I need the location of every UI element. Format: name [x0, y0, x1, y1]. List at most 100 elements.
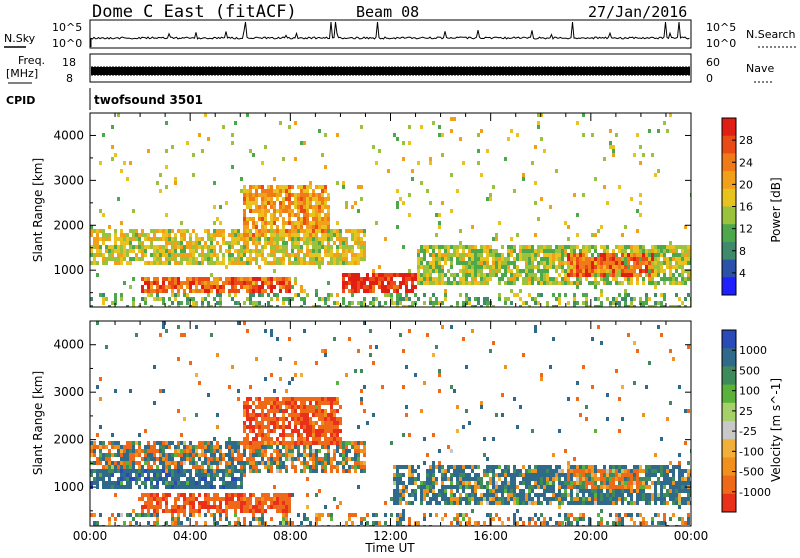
heatmap-cell [429, 277, 432, 281]
heatmap-cell [291, 253, 294, 257]
heatmap-cell [165, 229, 168, 233]
heatmap-cell [225, 265, 228, 269]
heatmap-cell [231, 449, 234, 453]
heatmap-cell [246, 233, 249, 237]
heatmap-cell [456, 429, 459, 433]
heatmap-cell [270, 517, 273, 521]
heatmap-cell [564, 245, 567, 249]
heatmap-cell [243, 321, 246, 325]
heatmap-cell [333, 449, 336, 453]
heatmap-cell [120, 261, 123, 265]
heatmap-cell [324, 469, 327, 473]
heatmap-cell [549, 465, 552, 469]
heatmap-cell [345, 373, 348, 377]
heatmap-cell [540, 485, 543, 489]
heatmap-cell [309, 417, 312, 421]
heatmap-cell [231, 237, 234, 241]
heatmap-cell [507, 297, 510, 301]
heatmap-cell [270, 285, 273, 289]
heatmap-cell [138, 477, 141, 481]
heatmap-cell [351, 281, 354, 285]
heatmap-cell [435, 497, 438, 501]
heatmap-cell [549, 245, 552, 249]
heatmap-cell [207, 509, 210, 513]
heatmap-cell [168, 481, 171, 485]
heatmap-cell [351, 245, 354, 249]
heatmap-cell [237, 249, 240, 253]
heatmap-cell [633, 249, 636, 253]
heatmap-cell [204, 469, 207, 473]
heatmap-cell [462, 477, 465, 481]
heatmap-cell [150, 501, 153, 505]
heatmap-cell [315, 253, 318, 257]
heatmap-cell [432, 301, 435, 305]
heatmap-cell [456, 465, 459, 469]
heatmap-cell [477, 149, 480, 153]
heatmap-cell [528, 469, 531, 473]
heatmap-cell [441, 257, 444, 261]
heatmap-cell [213, 281, 216, 285]
heatmap-cell [231, 241, 234, 245]
heatmap-cell [414, 477, 417, 481]
heatmap-cell [621, 273, 624, 277]
heatmap-cell [480, 249, 483, 253]
heatmap-cell [114, 461, 117, 465]
heatmap-cell [417, 253, 420, 257]
heatmap-cell [159, 505, 162, 509]
heatmap-cell [201, 249, 204, 253]
heatmap-cell [270, 185, 273, 189]
heatmap-cell [207, 237, 210, 241]
heatmap-cell [483, 469, 486, 473]
heatmap-cell [450, 473, 453, 477]
heatmap-cell [180, 285, 183, 289]
heatmap-cell [558, 521, 561, 525]
heatmap-cell [306, 517, 309, 521]
heatmap-cell [543, 473, 546, 477]
heatmap-cell [462, 489, 465, 493]
heatmap-cell [393, 301, 396, 305]
heatmap-cell [207, 493, 210, 497]
heatmap-cell [264, 233, 267, 237]
heatmap-cell [654, 257, 657, 261]
heatmap-cell [528, 265, 531, 269]
heatmap-cell [348, 277, 351, 281]
heatmap-cell [525, 261, 528, 265]
heatmap-cell [249, 189, 252, 193]
heatmap-cell [246, 409, 249, 413]
heatmap-cell [471, 477, 474, 481]
heatmap-cell [264, 213, 267, 217]
heatmap-cell [267, 465, 270, 469]
heatmap-cell [552, 493, 555, 497]
heatmap-cell [228, 473, 231, 477]
heatmap-cell [210, 449, 213, 453]
heatmap-cell [540, 469, 543, 473]
heatmap-cell [627, 277, 630, 281]
heatmap-cell [267, 397, 270, 401]
heatmap-cell [261, 289, 264, 293]
heatmap-cell [528, 473, 531, 477]
heatmap-cell [288, 261, 291, 265]
heatmap-cell [360, 249, 363, 253]
heatmap-cell [582, 473, 585, 477]
heatmap-cell [384, 277, 387, 281]
heatmap-cell [357, 289, 360, 293]
heatmap-cell [288, 449, 291, 453]
heatmap-cell [570, 253, 573, 257]
heatmap-cell [114, 293, 117, 297]
heatmap-cell [330, 413, 333, 417]
heatmap-cell [303, 409, 306, 413]
heatmap-cell [135, 229, 138, 233]
heatmap-cell [396, 469, 399, 473]
heatmap-cell [267, 421, 270, 425]
heatmap-cell [156, 457, 159, 461]
heatmap-cell [201, 237, 204, 241]
heatmap-cell [525, 273, 528, 277]
heatmap-cell [501, 253, 504, 257]
heatmap-cell [141, 505, 144, 509]
heatmap-cell [309, 193, 312, 197]
heatmap-cell [144, 261, 147, 265]
heatmap-cell [207, 289, 210, 293]
heatmap-cell [111, 461, 114, 465]
freq-bottom: 8 [66, 72, 73, 85]
heatmap-cell [516, 425, 519, 429]
